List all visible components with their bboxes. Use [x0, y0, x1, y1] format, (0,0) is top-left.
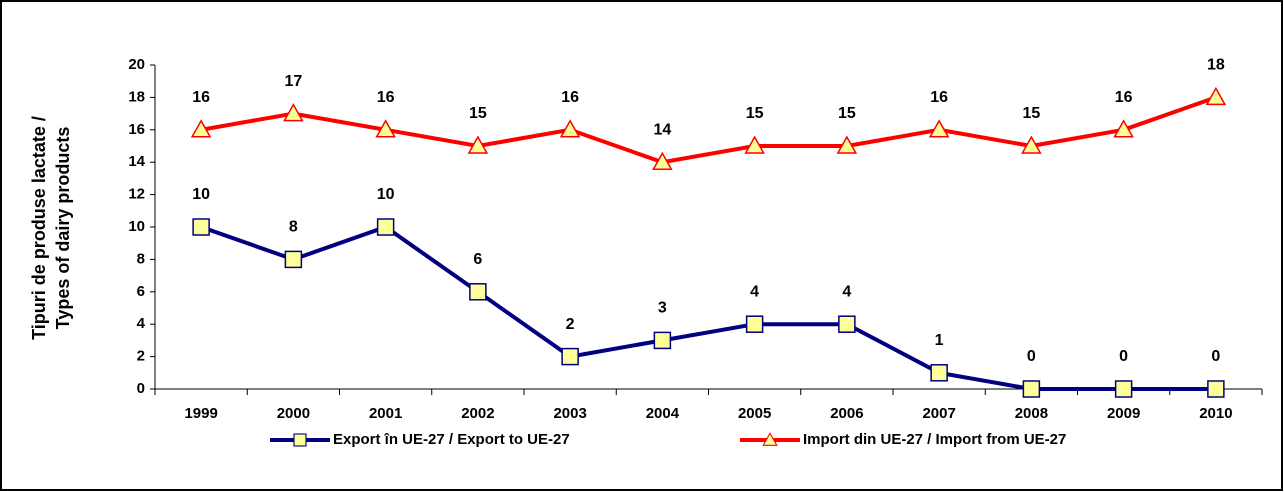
marker	[930, 364, 948, 382]
series-line	[200, 224, 1216, 391]
y-axis-label: Tipuri de produse lactate /	[29, 116, 49, 340]
x-tick-label: 2005	[738, 405, 771, 422]
marker	[1207, 380, 1225, 398]
marker	[836, 135, 858, 154]
data-label: 0	[1211, 348, 1220, 365]
data-label: 0	[1027, 348, 1036, 365]
data-label: 15	[838, 105, 856, 122]
y-tick-label: 6	[137, 283, 145, 300]
marker	[928, 119, 950, 138]
marker	[469, 283, 487, 301]
data-label: 15	[1022, 105, 1040, 122]
x-tick-label: 2001	[369, 405, 402, 422]
x-tick-label: 2000	[277, 405, 310, 422]
data-label: 6	[473, 251, 482, 268]
data-label: 16	[377, 89, 395, 106]
marker	[284, 250, 303, 269]
y-tick-label: 16	[128, 121, 145, 138]
marker	[1021, 135, 1042, 154]
series-line	[200, 95, 1217, 165]
marker	[283, 103, 304, 122]
y-tick-label: 8	[137, 250, 145, 267]
marker	[652, 151, 673, 170]
y-tick-label: 4	[137, 315, 146, 332]
y-tick-label: 0	[137, 380, 145, 397]
data-label: 0	[1119, 348, 1128, 365]
marker	[744, 135, 765, 154]
data-label: 18	[1207, 57, 1225, 74]
data-label: 17	[284, 73, 302, 90]
legend-marker	[762, 432, 778, 446]
marker	[190, 119, 212, 138]
x-tick-label: 2008	[1015, 405, 1048, 422]
x-tick-label: 2002	[461, 405, 494, 422]
x-tick-label: 2009	[1107, 405, 1140, 422]
data-label: 10	[192, 186, 210, 203]
x-tick-label: 2004	[646, 405, 680, 422]
y-tick-label: 2	[137, 348, 145, 365]
legend-label: Import din UE-27 / Import from UE-27	[803, 431, 1066, 448]
marker	[467, 135, 489, 154]
marker	[1022, 380, 1041, 398]
x-tick-label: 2006	[830, 405, 863, 422]
y-tick-label: 14	[128, 153, 145, 170]
marker	[375, 119, 396, 138]
data-label: 16	[192, 89, 210, 106]
legend-marker	[293, 433, 307, 447]
marker	[192, 218, 210, 236]
data-label: 4	[842, 283, 851, 300]
data-label: 15	[469, 105, 487, 122]
x-tick-label: 2003	[553, 405, 586, 422]
marker	[376, 218, 395, 236]
y-tick-label: 20	[128, 56, 145, 73]
data-label: 16	[561, 89, 579, 106]
marker	[1113, 119, 1134, 138]
data-label: 15	[746, 105, 764, 122]
marker	[1205, 86, 1227, 106]
x-tick-label: 1999	[184, 405, 217, 422]
data-label: 1	[935, 332, 944, 349]
data-label: 3	[658, 300, 667, 317]
y-tick-label: 18	[128, 88, 145, 105]
marker	[561, 347, 579, 366]
data-label: 2	[566, 316, 575, 333]
y-axis-label: Types of dairy products	[53, 127, 73, 330]
data-label: 10	[377, 186, 395, 203]
x-tick-label: 2007	[922, 405, 955, 422]
data-label: 14	[653, 121, 671, 138]
data-label: 16	[930, 89, 948, 106]
marker	[559, 119, 581, 138]
data-label: 8	[289, 219, 298, 236]
marker	[745, 315, 764, 333]
y-tick-label: 12	[128, 186, 145, 203]
x-tick-label: 2010	[1199, 405, 1232, 422]
y-tick-label: 10	[128, 218, 145, 235]
legend-label: Export în UE-27 / Export to UE-27	[333, 431, 570, 448]
data-label: 4	[750, 283, 759, 300]
marker	[838, 315, 856, 333]
marker	[653, 331, 672, 350]
data-label: 16	[1115, 89, 1133, 106]
marker	[1114, 380, 1133, 398]
